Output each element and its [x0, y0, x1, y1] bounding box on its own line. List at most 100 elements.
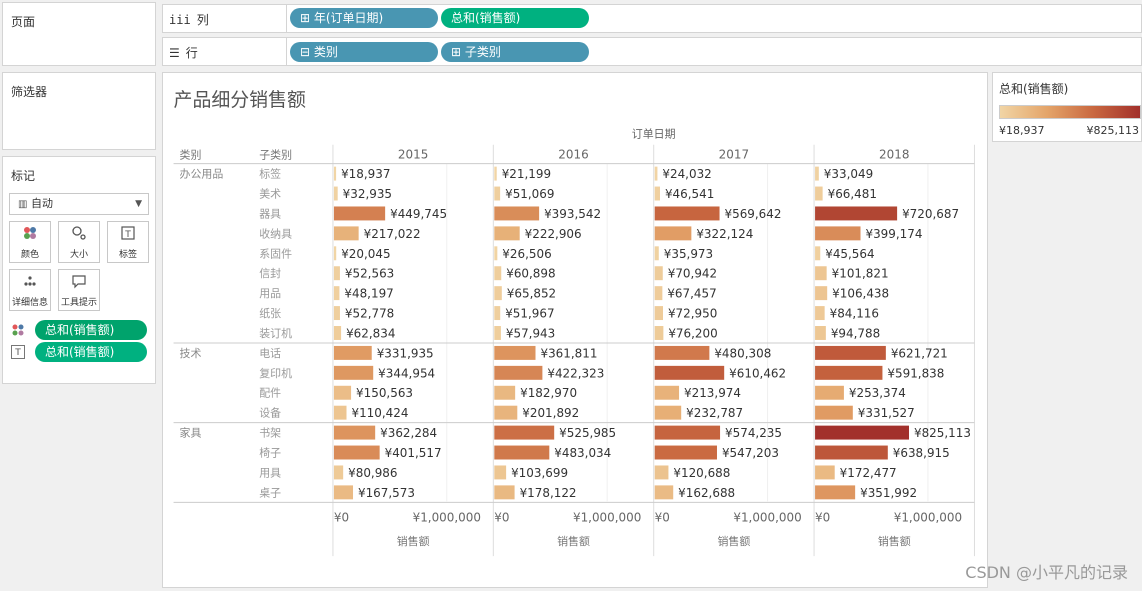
sales-bar [654, 485, 674, 500]
columns-label-text: 列 [196, 13, 209, 27]
subcategory-label: 桌子 [259, 486, 281, 499]
mark-field-color[interactable]: 总和(销售额) [9, 320, 151, 340]
data-label: ¥232,787 [686, 406, 743, 420]
sales-bar [333, 246, 337, 261]
year-order-date-pill[interactable]: ⊞ 年(订单日期) [290, 8, 438, 28]
sales-bar [815, 445, 888, 460]
data-label: ¥217,022 [364, 227, 421, 241]
data-label: ¥52,563 [345, 267, 394, 281]
sales-bar [654, 266, 663, 281]
mark-field-label[interactable]: T 总和(销售额) [9, 342, 151, 362]
sales-bar [494, 166, 497, 181]
mark-type-dropdown[interactable]: ▥ 自动 ▼ [9, 193, 149, 215]
sales-bar [333, 445, 380, 460]
color-button[interactable]: 颜色 [9, 221, 51, 263]
year-header: 2016 [558, 148, 588, 162]
data-label: ¥213,974 [684, 386, 741, 400]
size-button[interactable]: 大小 [58, 221, 100, 263]
data-label: ¥24,032 [662, 167, 711, 181]
category-label: 办公用品 [180, 168, 224, 181]
sum-sales-column-pill[interactable]: 总和(销售额) [441, 8, 589, 28]
sales-bar [815, 485, 856, 500]
sales-bar [815, 306, 825, 321]
sales-bar [494, 465, 507, 480]
color-dots-icon [11, 323, 25, 337]
data-label: ¥120,688 [673, 466, 730, 480]
label-field-pill[interactable]: 总和(销售额) [35, 342, 147, 362]
data-label: ¥525,985 [559, 426, 616, 440]
data-label: ¥67,457 [667, 287, 716, 301]
rows-shelf: ☰ 行 ⊟ 类别 ⊞ 子类别 [162, 37, 1142, 66]
sales-bar [654, 345, 710, 360]
sales-bar [333, 326, 342, 340]
axis-title: 销售额 [717, 534, 750, 548]
axis-tick: ¥0 [655, 510, 670, 524]
pages-card[interactable]: 页面 [2, 2, 156, 66]
subcategory-label: 信封 [259, 266, 281, 280]
label-button[interactable]: T 标签 [107, 221, 149, 263]
axis-tick: ¥0 [334, 510, 349, 524]
data-label: ¥162,688 [678, 486, 735, 500]
sales-bar [494, 425, 555, 440]
detail-button[interactable]: 详细信息 [9, 269, 51, 311]
data-label: ¥322,124 [696, 227, 753, 241]
data-label: ¥60,898 [506, 267, 555, 281]
sales-bar [815, 345, 886, 360]
category-label: 家具 [180, 426, 202, 440]
legend-max: ¥825,113 [1086, 124, 1140, 137]
sales-bar [494, 345, 536, 360]
sales-bar [333, 485, 354, 500]
filters-card[interactable]: 筛选器 [2, 72, 156, 150]
color-legend[interactable]: 总和(销售额) ¥18,937 ¥825,113 [992, 72, 1142, 142]
sales-bar [494, 365, 543, 380]
data-label: ¥574,235 [725, 426, 782, 440]
category-pill[interactable]: ⊟ 类别 [290, 42, 438, 62]
data-label: ¥33,049 [824, 167, 873, 181]
sales-bar [815, 166, 819, 181]
sales-bar [333, 405, 347, 420]
subcategory-label: 复印机 [259, 366, 292, 380]
data-label: ¥66,481 [828, 187, 877, 201]
sales-bar [815, 385, 844, 400]
sales-bar [815, 365, 883, 380]
sales-bar [815, 286, 828, 301]
sales-bar [654, 445, 717, 460]
marks-card: 标记 ▥ 自动 ▼ 颜色 大小 T 标签 详细信息 工具提示 [2, 156, 156, 384]
axis-tick: ¥1,000,000 [413, 510, 481, 524]
subcategory-label: 标签 [259, 167, 281, 181]
sales-bar [494, 266, 502, 281]
data-label: ¥51,069 [505, 187, 554, 201]
axis-tick: ¥1,000,000 [733, 510, 801, 524]
sales-bar [494, 306, 501, 321]
year-header: 2017 [719, 148, 749, 162]
sales-bar [494, 326, 501, 340]
sales-bar [333, 206, 386, 221]
data-label: ¥172,477 [840, 466, 897, 480]
data-label: ¥331,527 [858, 406, 915, 420]
data-label: ¥344,954 [378, 366, 435, 380]
detail-button-label: 详细信息 [11, 298, 48, 308]
axis-tick: ¥0 [815, 510, 830, 524]
subcategory-label: 纸张 [259, 307, 281, 320]
sales-bar [654, 226, 692, 241]
data-label: ¥101,821 [832, 267, 889, 281]
data-label: ¥178,122 [520, 486, 577, 500]
subcategory-pill-label: 子类别 [464, 45, 501, 59]
data-label: ¥150,563 [356, 386, 413, 400]
rows-icon: ☰ [169, 46, 180, 60]
subcategory-label: 器具 [259, 207, 281, 220]
data-label: ¥48,197 [344, 287, 393, 301]
sales-bar [815, 425, 909, 440]
sales-bar [333, 385, 352, 400]
subcategory-pill[interactable]: ⊞ 子类别 [441, 42, 589, 62]
tooltip-button[interactable]: 工具提示 [58, 269, 100, 311]
data-label: ¥45,564 [825, 247, 874, 261]
subcategory-label: 设备 [259, 406, 281, 420]
subcategory-label: 用具 [259, 466, 281, 479]
color-field-pill[interactable]: 总和(销售额) [35, 320, 147, 340]
axis-tick: ¥1,000,000 [573, 510, 641, 524]
data-label: ¥401,517 [385, 446, 442, 460]
label-button-label: 标签 [118, 250, 137, 260]
data-label: ¥20,045 [341, 247, 390, 261]
